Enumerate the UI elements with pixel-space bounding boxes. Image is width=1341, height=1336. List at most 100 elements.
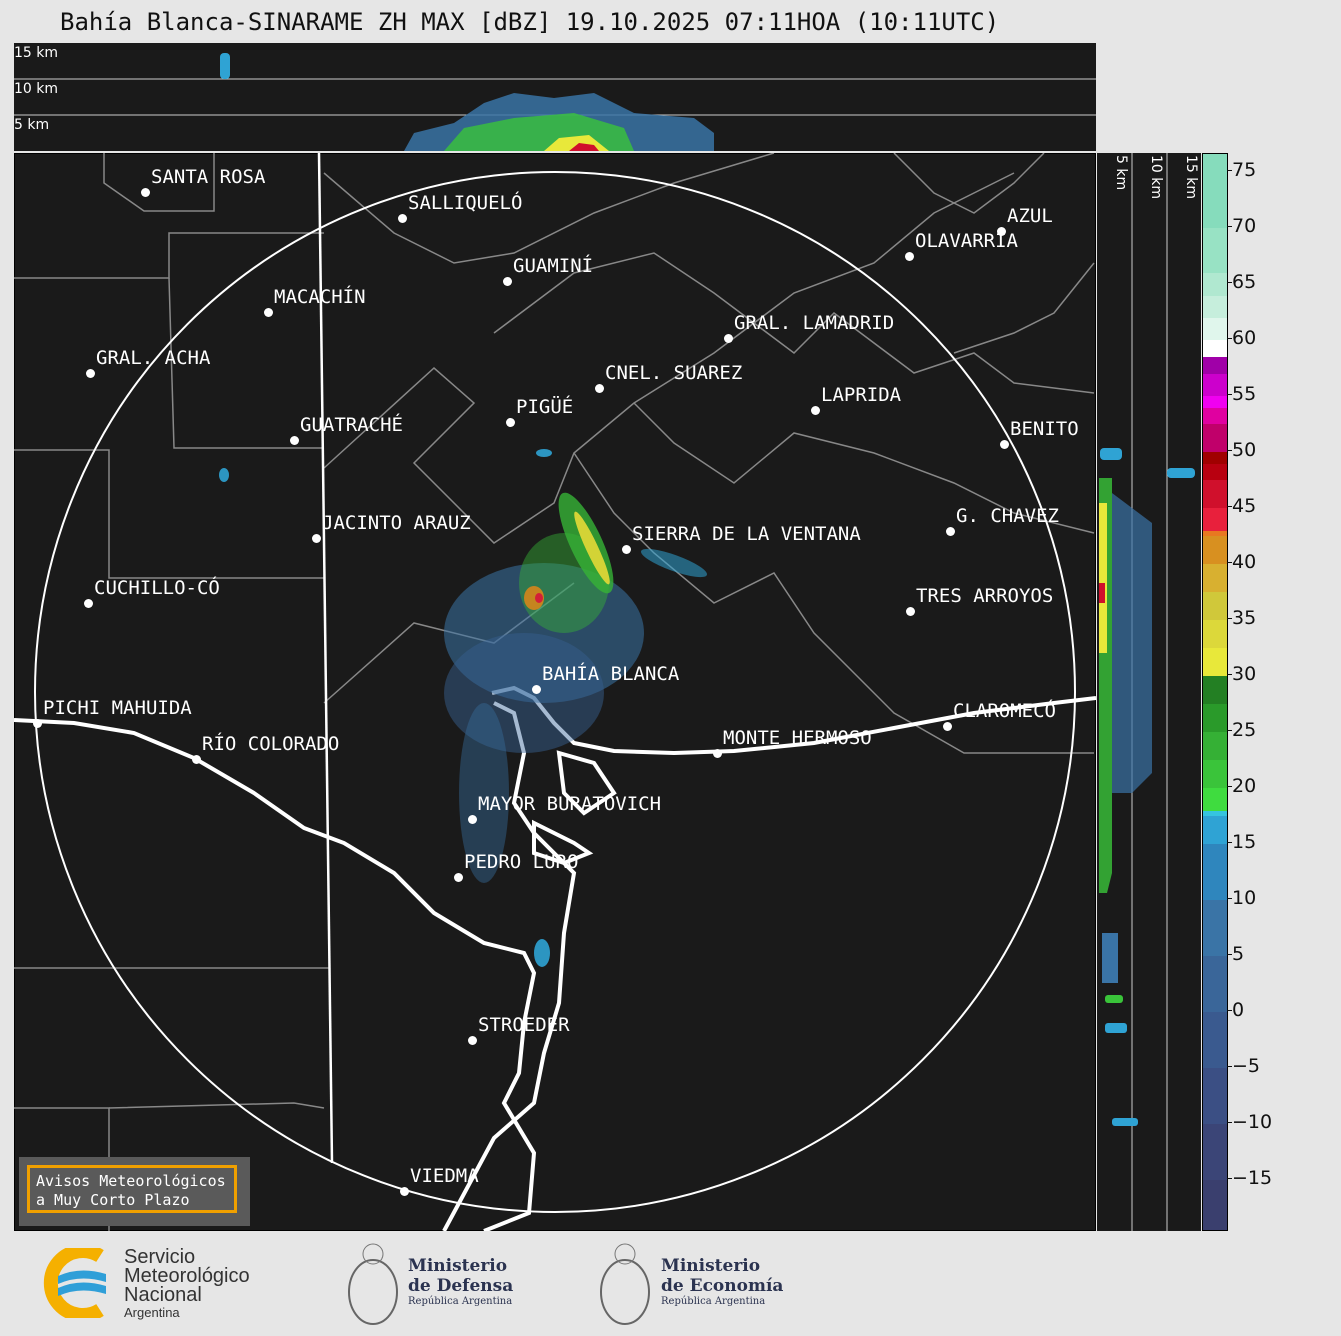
city-label: CUCHILLO-CÓ [94, 577, 220, 599]
colorbar-tick-label: −5 [1226, 1054, 1261, 1077]
city-label: MACACHÍN [274, 286, 366, 308]
city-marker [290, 436, 299, 445]
colorbar-segment [1203, 815, 1227, 845]
colorbar-segment [1203, 810, 1227, 817]
colorbar-segment [1203, 787, 1227, 811]
city-label: GRAL. ACHA [96, 347, 211, 369]
colorbar-tick-label: 15 [1226, 830, 1257, 853]
colorbar-tick-label: 10 [1226, 886, 1257, 909]
city-marker [1000, 440, 1009, 449]
coat-of-arms-icon [600, 1243, 650, 1325]
city-label: BENITO [1010, 418, 1079, 440]
colorbar-tick-label: 45 [1226, 494, 1257, 517]
colorbar-tick-label: −10 [1226, 1110, 1273, 1133]
coat-of-arms-icon [348, 1243, 398, 1325]
city-label: STROEDER [478, 1014, 570, 1036]
colorbar-segment [1203, 1011, 1227, 1069]
colorbar-segment [1203, 759, 1227, 789]
colorbar-tick-label: 25 [1226, 718, 1257, 741]
smn-line1: Servicio [124, 1246, 196, 1268]
city-label: CNEL. SUAREZ [605, 362, 743, 384]
city-label: G. CHAVEZ [956, 505, 1059, 527]
height-label: 5 km [1113, 155, 1129, 191]
district-boundaries [14, 153, 1095, 1231]
colorbar-segment [1203, 731, 1227, 761]
city-marker [713, 749, 722, 758]
colorbar-segment [1203, 1123, 1227, 1181]
colorbar-tick-label: 60 [1226, 326, 1257, 349]
colorbar-segment [1203, 407, 1227, 425]
radar-range-ring [34, 171, 1076, 1213]
colorbar-segment [1203, 1179, 1227, 1231]
avisos-meteorologicos-button[interactable]: Avisos Meteorológicos a Muy Corto Plazo [19, 1157, 250, 1226]
colorbar-segment [1203, 899, 1227, 957]
city-label: CLAROMECÓ [953, 700, 1056, 722]
city-marker [811, 406, 820, 415]
smn-logo-icon [43, 1248, 106, 1318]
colorbar-segment [1203, 647, 1227, 677]
economia-line3: República Argentina [661, 1296, 766, 1307]
colorbar-segment [1203, 843, 1227, 901]
colorbar-tick-label: 20 [1226, 774, 1257, 797]
city-marker [905, 252, 914, 261]
colorbar-tick-label: 5 [1226, 942, 1245, 965]
colorbar-tick-label: 0 [1226, 998, 1245, 1021]
colorbar-segment [1203, 317, 1227, 341]
defensa-line1: Ministerio [408, 1256, 508, 1276]
city-marker [192, 755, 201, 764]
city-label: GRAL. LAMADRID [734, 312, 895, 334]
colorbar [1202, 153, 1228, 1231]
defensa-line2: de Defensa [408, 1276, 514, 1296]
colorbar-tick-label: 35 [1226, 606, 1257, 629]
smn-line2: Meteorológico [124, 1265, 250, 1287]
colorbar-segment [1203, 955, 1227, 1013]
colorbar-segment [1203, 703, 1227, 733]
city-marker [943, 722, 952, 731]
city-label: LAPRIDA [821, 384, 902, 406]
city-marker [506, 418, 515, 427]
page-title: Bahía Blanca-SINARAME ZH MAX [dBZ] 19.10… [60, 8, 1000, 36]
colorbar-tick-label: −15 [1226, 1166, 1273, 1189]
radar-map[interactable]: SANTA ROSA SALLIQUELÓ GUAMINÍ MACACHÍN GRAL.… [14, 153, 1096, 1231]
city-marker [946, 527, 955, 536]
colorbar-segment [1203, 356, 1227, 374]
city-marker [312, 534, 321, 543]
city-label: AZUL [1007, 205, 1053, 227]
city-marker [398, 214, 407, 223]
height-label: 10 km [1148, 155, 1164, 200]
colorbar-tick-label: 40 [1226, 550, 1257, 573]
colorbar-tick-label: 55 [1226, 382, 1257, 405]
city-label: PICHI MAHUIDA [43, 697, 192, 719]
city-label: SANTA ROSA [151, 166, 266, 188]
smn-line4: Argentina [124, 1305, 180, 1320]
city-label: GUATRACHÉ [300, 414, 403, 436]
colorbar-tick-label: 30 [1226, 662, 1257, 685]
city-marker [84, 599, 93, 608]
city-marker [532, 685, 541, 694]
city-label: GUAMINÍ [513, 255, 594, 277]
city-label: SALLIQUELÓ [408, 192, 523, 214]
right-cross-section: 5 km 10 km 15 km [1097, 153, 1201, 1231]
city-marker [468, 815, 477, 824]
economia-line1: Ministerio [661, 1256, 761, 1276]
colorbar-segment [1203, 1067, 1227, 1125]
colorbar-segment [1203, 619, 1227, 649]
city-marker [997, 227, 1006, 236]
colorbar-tick-label: 65 [1226, 270, 1257, 293]
colorbar-segment [1203, 591, 1227, 621]
colorbar-segment [1203, 530, 1227, 537]
colorbar-segment [1203, 463, 1227, 481]
colorbar-segment [1203, 451, 1227, 464]
colorbar-segment [1203, 373, 1227, 397]
city-label: JACINTO ARAUZ [322, 512, 471, 534]
colorbar-segment [1203, 535, 1227, 565]
smn-line3: Nacional [124, 1284, 202, 1306]
city-label: MONTE HERMOSO [723, 727, 872, 749]
city-label: VIEDMA [410, 1165, 479, 1187]
city-label: TRES ARROYOS [916, 585, 1054, 607]
city-marker [595, 384, 604, 393]
city-label: PIGÜÉ [516, 396, 574, 418]
city-label: BAHÍA BLANCA [542, 663, 680, 685]
colorbar-tick-label: 50 [1226, 438, 1257, 461]
city-marker [622, 545, 631, 554]
